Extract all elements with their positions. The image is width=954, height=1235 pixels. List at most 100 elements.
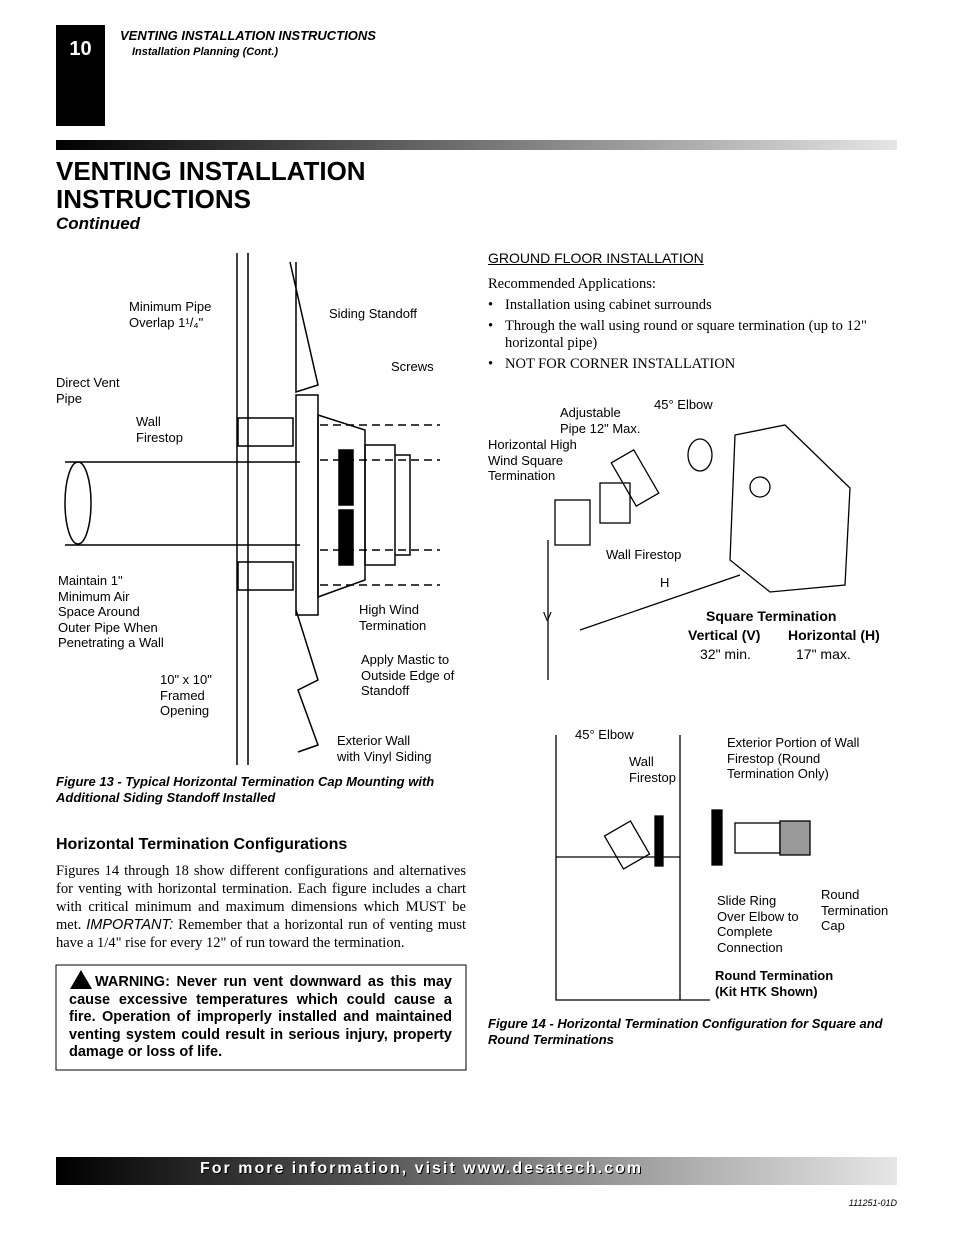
footer-text: For more information, visit www.desatech… <box>200 1160 644 1177</box>
label-line: Firestop <box>136 429 183 445</box>
label-line: Pipe <box>56 390 83 406</box>
title-line: INSTRUCTIONS <box>56 184 251 214</box>
page-number: 10 <box>69 38 92 60</box>
figure14-caption: Figure 14 - Horizontal Termination Confi… <box>488 1016 883 1047</box>
label-line: Penetrating a Wall <box>58 635 164 650</box>
page-title: VENTING INSTALLATION INSTRUCTIONS <box>56 157 366 213</box>
doc-number: 111251-01D <box>848 1198 897 1208</box>
bullet-text: Installation using cabinet surrounds <box>505 297 712 313</box>
bullet: • NOT FOR CORNER INSTALLATION <box>488 356 736 372</box>
callout-label: V <box>543 609 552 625</box>
label-line: Termination <box>821 902 889 918</box>
important-label: IMPORTANT: <box>86 917 174 933</box>
subsection-name: Installation Planning (Cont.) <box>132 46 279 58</box>
title-line: VENTING INSTALLATION <box>56 156 366 186</box>
round-title: Round Termination (Kit HTK Shown) <box>715 968 833 1000</box>
callout-label: H <box>660 575 669 591</box>
label-line: Direct Vent <box>56 375 120 390</box>
figure13-drawing <box>64 253 440 765</box>
callout-label: Maintain 1" Minimum Air Space Around Outer … <box>58 573 164 651</box>
paragraph-text: Remember that a horizontal run of ventin… <box>56 917 467 951</box>
label-line: Pipe 12" Max. <box>560 420 641 436</box>
intro: Recommended Applications: <box>488 276 656 292</box>
cell: 32" min. <box>700 646 751 662</box>
header-bar <box>56 140 897 150</box>
callout-label: Minimum Pipe Overlap 1¹/₄" <box>129 299 211 330</box>
paragraph: Figures 14 through 18 show different con… <box>56 862 466 952</box>
callout-label: Siding Standoff <box>329 306 417 322</box>
callout-label: Apply Mastic to Outside Edge of Standoff <box>361 652 454 699</box>
label-line: Adjustable <box>560 405 621 420</box>
label-line: Minimum Pipe <box>129 299 212 314</box>
label-line: Exterior Portion of Wall <box>727 735 860 750</box>
label-line: Opening <box>160 703 210 718</box>
callout-label: Exterior Portion of Wall Firestop (Round T… <box>727 735 859 782</box>
bullet-text: Through the wall using round or square t… <box>505 318 867 351</box>
label-line: Cap <box>821 918 845 933</box>
label-line: High Wind <box>359 602 419 617</box>
ground-floor-heading: GROUND FLOOR INSTALLATION <box>488 250 704 266</box>
section-name: VENTING INSTALLATION INSTRUCTIONS <box>120 28 376 43</box>
label-line: Over Elbow to <box>717 908 799 924</box>
round-title-line: Round Termination <box>715 968 834 983</box>
warning-box <box>55 964 467 1071</box>
label-line: 45° Elbow <box>654 397 713 412</box>
label-line: 45° Elbow <box>575 727 634 742</box>
header-cell: Horizontal (H) <box>788 627 880 643</box>
callout-label: High Wind Termination <box>359 602 426 633</box>
label-line: Horizontal High <box>488 437 577 452</box>
callout-label: Slide Ring Over Elbow to Complete Connectio… <box>717 893 799 955</box>
callout-label: 10" x 10" Framed Opening <box>160 672 212 719</box>
figure13-caption: Figure 13 - Typical Horizontal Terminati… <box>56 774 435 805</box>
label-line: Wall <box>629 754 654 769</box>
figure14-square-drawing <box>547 424 851 680</box>
label-line: Wind Square <box>488 452 564 468</box>
label-line: Space Around <box>58 604 140 619</box>
callout-label: Wall Firestop <box>606 547 681 563</box>
label-line: Siding Standoff <box>329 306 417 321</box>
label-line: Apply Mastic to <box>361 652 450 667</box>
subtitle: Continued <box>56 214 141 233</box>
label-line: Minimum Air <box>58 588 130 604</box>
round-title-line: (Kit HTK Shown) <box>715 984 818 999</box>
square-table: Square Termination Vertical (V) Horizonta… <box>688 607 888 664</box>
callout-label: Horizontal High Wind Square Termination <box>488 437 577 484</box>
label-line: with Vinyl Siding <box>337 748 432 764</box>
callout-label: 45° Elbow <box>575 727 634 743</box>
callout-label: Exterior Wall with Vinyl Siding <box>337 733 431 764</box>
callout-label: Round Termination Cap <box>821 887 888 934</box>
figure14-round-drawing <box>555 735 811 1001</box>
label-line: Maintain 1" <box>58 573 123 588</box>
section-heading: Horizontal Termination Configurations <box>56 836 348 853</box>
table-title: Square Termination <box>706 608 837 624</box>
callout-label: Screws <box>391 359 434 375</box>
bullet-text: NOT FOR CORNER INSTALLATION <box>505 356 736 372</box>
callout-label: Direct Vent Pipe <box>56 375 120 406</box>
label-line: Outside Edge of <box>361 667 455 683</box>
header-cell: Vertical (V) <box>688 627 761 643</box>
label-line: Termination Only) <box>727 766 829 781</box>
paragraph-text: Figures 14 through 18 show different con… <box>56 863 466 933</box>
label-line: Firestop <box>629 769 676 785</box>
label-line: Firestop (Round <box>727 750 821 766</box>
label-line: Framed <box>160 687 205 703</box>
label-line: Outer Pipe When <box>58 619 158 635</box>
table-row: 32" min. 17" max. <box>688 645 888 664</box>
label-line: 10" x 10" <box>160 672 212 687</box>
bullet: • Through the wall using round or square … <box>488 318 900 352</box>
page-number-box <box>56 25 105 126</box>
callout-label: Adjustable Pipe 12" Max. <box>560 405 641 436</box>
label-line: Screws <box>391 359 434 374</box>
callout-label: Wall Firestop <box>629 754 676 785</box>
cell: 17" max. <box>796 646 851 662</box>
bullet-list: • Installation using cabinet surrounds • T… <box>488 297 900 373</box>
label-line: Connection <box>717 939 783 955</box>
label-line: Overlap 1¹/₄" <box>129 314 204 330</box>
label-line: Termination <box>488 468 556 483</box>
warning-text: WARNING: Never run vent downward as this… <box>69 974 452 1060</box>
label-line: Exterior Wall <box>337 733 411 748</box>
callout-label: 45° Elbow <box>654 397 713 413</box>
label-line: Standoff <box>361 683 410 698</box>
